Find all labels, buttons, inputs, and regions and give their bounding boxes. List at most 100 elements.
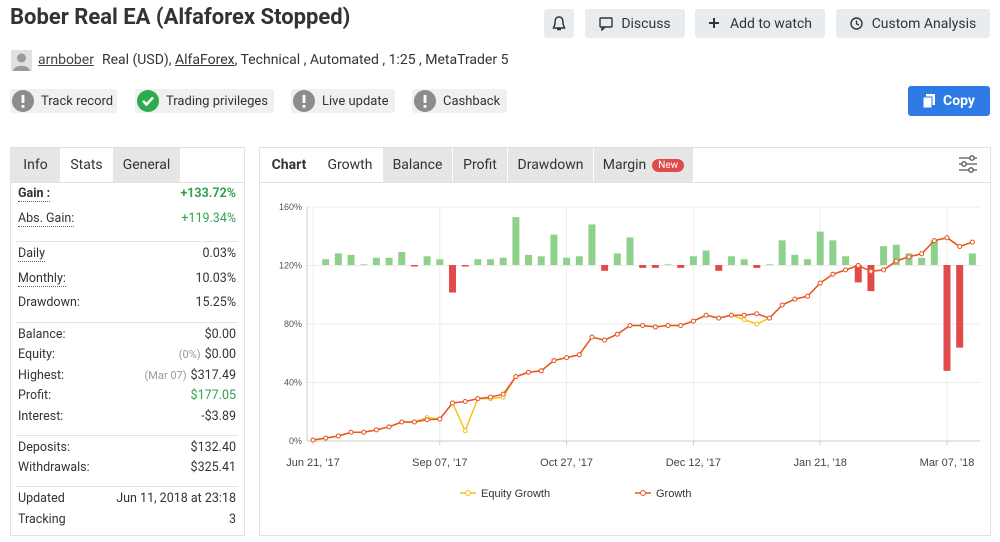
series-point <box>944 235 950 241</box>
account-details: , Technical , Automated , 1:25 , MetaTra… <box>234 52 509 68</box>
gain-bar <box>816 231 824 265</box>
chart-tab-label: Drawdown <box>517 157 584 173</box>
gain-bar <box>829 240 837 265</box>
chart-tab[interactable]: Growth <box>318 148 382 182</box>
stat-label: Drawdown: <box>18 295 80 310</box>
chart-tab[interactable]: Profit <box>453 148 507 182</box>
stat-value-row: -$3.89 <box>201 409 236 424</box>
series-point <box>437 416 443 422</box>
series-point <box>348 429 354 435</box>
gain-bar <box>956 265 964 348</box>
gain-bar <box>588 224 596 265</box>
series-point <box>488 394 494 400</box>
series-point <box>361 429 367 435</box>
stat-value-row: (0%) $0.00 <box>179 347 236 362</box>
series-point <box>614 331 620 337</box>
chart-tab[interactable]: Margin New <box>594 148 693 182</box>
badge-icon <box>12 90 34 112</box>
broker-link[interactable]: AlfaForex <box>175 52 235 68</box>
badge-label: Live update <box>322 93 389 109</box>
gain-bar <box>689 256 697 265</box>
copy-label: Copy <box>943 93 975 109</box>
series-point <box>754 321 760 327</box>
header-button[interactable]: Discuss <box>585 9 685 38</box>
series-point <box>728 312 734 318</box>
group-separator <box>16 322 238 323</box>
stat-value-row: (Mar 07) $317.49 <box>145 368 236 383</box>
y-tick-label: 80% <box>284 319 302 329</box>
series-point <box>386 424 392 430</box>
gain-bar <box>715 265 723 271</box>
series-point <box>602 337 608 343</box>
series-point <box>741 317 747 323</box>
series-point <box>449 400 455 406</box>
gain-bar <box>385 257 393 265</box>
gain-bar <box>575 256 583 265</box>
stat-value: $132.40 <box>190 440 236 455</box>
gain-bar <box>753 265 761 268</box>
stat-label: Updated <box>18 491 65 506</box>
gain-bar <box>854 265 862 283</box>
stats-tab[interactable]: Stats <box>60 148 113 182</box>
stat-label: Gain : <box>18 186 51 202</box>
author-link[interactable]: arnbober <box>38 52 94 68</box>
stat-value-row: Jun 11, 2018 at 23:18 <box>116 491 236 506</box>
header-button[interactable]: Add to watch <box>695 9 825 38</box>
stat-label: Deposits: <box>18 440 71 455</box>
settings-icon[interactable] <box>959 155 977 173</box>
badge-icon <box>137 90 159 112</box>
stat-value-row: $132.40 <box>191 440 236 455</box>
stat-value: +119.34% <box>181 211 236 226</box>
gain-bar <box>537 256 545 265</box>
gain-bar <box>410 265 418 267</box>
series-point <box>969 239 975 245</box>
gain-bar <box>804 259 812 265</box>
stats-tab[interactable]: General <box>113 148 180 182</box>
stat-label: Highest: <box>18 367 65 383</box>
stat-value: 10.03% <box>195 270 236 286</box>
series-point <box>462 428 468 434</box>
stat-note: (Mar 07) <box>144 368 187 382</box>
stat-value: $0.00 <box>204 347 236 363</box>
stat-value-row: $177.05 <box>191 388 236 403</box>
copy-button[interactable]: Copy <box>908 86 990 116</box>
gain-bar <box>651 265 659 268</box>
stat-value: $0.00 <box>204 327 236 342</box>
stat-value: 3 <box>228 512 236 527</box>
stat-value-row: $325.41 <box>191 460 236 475</box>
stat-value-row: 15.25% <box>195 295 236 310</box>
button-label: Add to watch <box>729 15 813 32</box>
series-point <box>919 251 925 257</box>
chart-tab-label: Profit <box>463 157 497 173</box>
group-separator <box>16 486 238 487</box>
chart-tab[interactable]: Drawdown <box>508 148 593 182</box>
header-button[interactable]: Custom Analysis <box>836 9 990 38</box>
y-tick-label: 40% <box>284 378 302 388</box>
chart-tab: Chart <box>260 148 318 182</box>
stats-tab[interactable]: Info <box>11 148 60 182</box>
button-icon <box>849 16 863 30</box>
gain-bar <box>372 257 380 265</box>
badge-label: Cashback <box>443 93 501 109</box>
chart-tab[interactable]: Balance <box>383 148 452 182</box>
gain-bar <box>778 240 786 265</box>
series-point <box>690 318 696 324</box>
x-tick-label: Dec 12, '17 <box>666 457 721 469</box>
tab-underline <box>11 182 244 183</box>
series-point <box>665 322 671 328</box>
gain-bar <box>727 256 735 265</box>
series-point <box>805 293 811 299</box>
series-point <box>652 324 658 330</box>
bell-button[interactable] <box>544 9 574 38</box>
chart-tab-label: Margin <box>602 157 647 173</box>
x-tick-label: Mar 07, '18 <box>920 457 975 469</box>
series-point <box>817 280 823 286</box>
stat-value: 0.03% <box>202 246 236 261</box>
series-point <box>475 396 481 402</box>
series-point <box>893 258 899 264</box>
series-point <box>678 322 684 328</box>
series-point <box>500 391 506 397</box>
series-point <box>957 243 963 249</box>
gain-bar <box>512 217 520 265</box>
